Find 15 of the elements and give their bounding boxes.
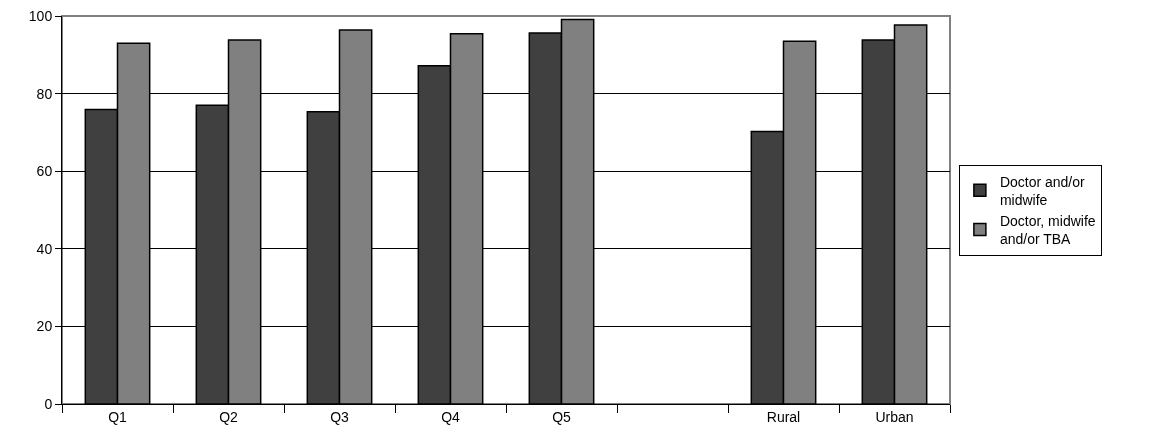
x-tick-label: Q4 bbox=[441, 408, 461, 425]
y-tick-label: 60 bbox=[36, 163, 53, 180]
x-tick-label: Urban bbox=[875, 408, 914, 425]
y-tick-label: 0 bbox=[44, 395, 53, 412]
x-tick-label: Rural bbox=[766, 408, 801, 425]
y-tick-label: 40 bbox=[36, 240, 53, 257]
x-tick-label: Q3 bbox=[330, 408, 350, 425]
y-tick-label: 100 bbox=[28, 7, 53, 24]
legend-label: Doctor, midwife and/or TBA bbox=[999, 212, 1096, 248]
x-tick-label: Q2 bbox=[219, 408, 239, 425]
legend-label: Doctor and/or midwife bbox=[999, 173, 1086, 208]
y-tick-label: 80 bbox=[36, 85, 53, 102]
y-tick-label: 20 bbox=[36, 318, 53, 335]
x-tick-label: Q5 bbox=[552, 408, 572, 425]
x-tick-label: Q1 bbox=[108, 408, 128, 425]
